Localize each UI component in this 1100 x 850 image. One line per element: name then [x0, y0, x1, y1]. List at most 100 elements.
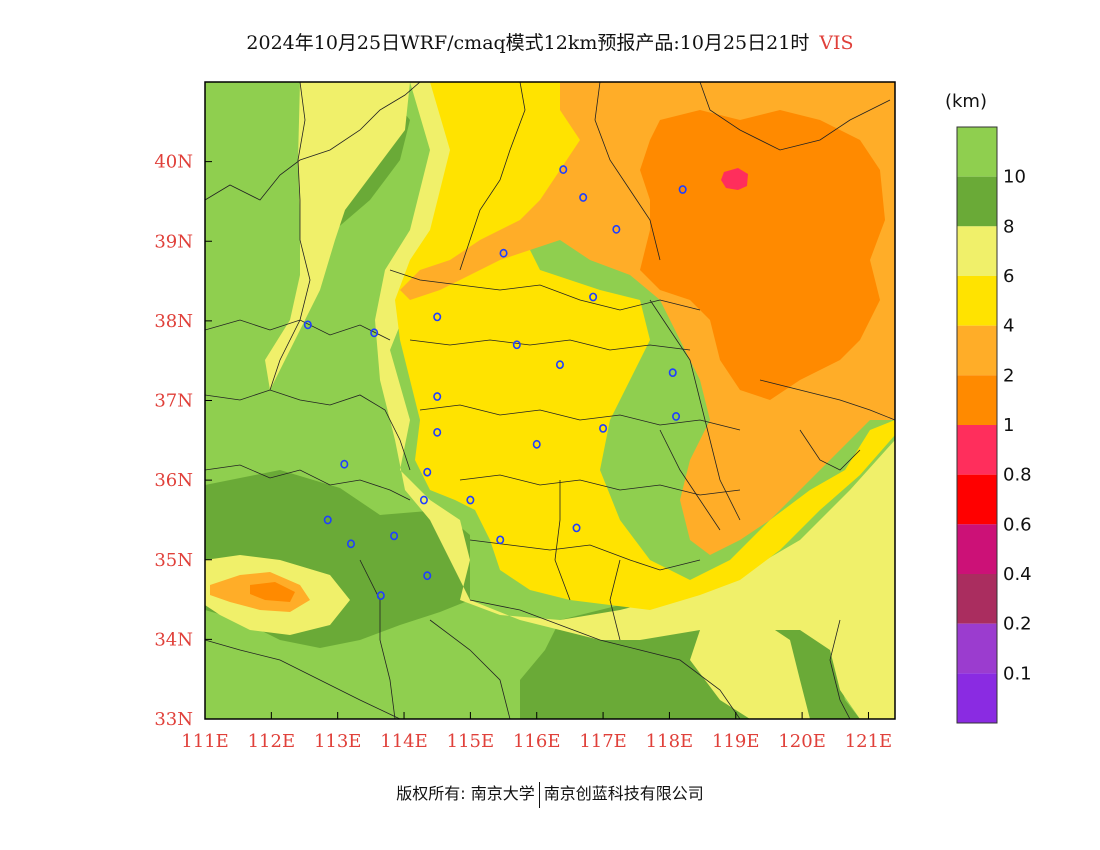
visibility-band-0-8-1 [721, 168, 748, 190]
colorbar-band [957, 425, 997, 475]
boundary-line [269, 82, 311, 391]
station-marker [555, 360, 564, 370]
station-marker [599, 423, 608, 433]
y-tick-label: 34N [154, 629, 193, 650]
station-marker [340, 459, 349, 469]
x-tick-label: 114E [380, 731, 428, 752]
boundary-line [459, 474, 741, 496]
x-tick-label: 112E [248, 731, 296, 752]
y-tick-label: 35N [154, 550, 193, 571]
x-tick-label: 121E [845, 731, 893, 752]
axis-ticks [204, 161, 869, 720]
station-marker [512, 340, 521, 350]
y-tick-label: 37N [154, 391, 193, 412]
station-marker [678, 185, 687, 194]
boundary-line [759, 379, 895, 421]
boundary-line [429, 619, 511, 719]
map-title-main: 2024年10月25日WRF/cmaq模式12km预报产品:10月25日21时 [246, 32, 810, 54]
station-marker [423, 467, 432, 477]
boundary-line [205, 464, 411, 501]
station-marker [668, 368, 677, 378]
admin-boundaries [205, 82, 895, 719]
x-tick-label: 113E [314, 731, 362, 752]
colorbar-level-label: 0.4 [1003, 564, 1032, 585]
station-marker [433, 427, 442, 437]
station-marker [419, 495, 428, 505]
station-marker [612, 224, 621, 234]
y-tick-label: 36N [154, 470, 193, 491]
colorbar-band [957, 375, 997, 425]
x-tick-label: 116E [513, 731, 561, 752]
visibility-band-8-10 [205, 82, 860, 719]
boundary-line [459, 82, 526, 271]
colorbar-level-label: 1 [1003, 415, 1014, 436]
monitoring-stations [303, 165, 687, 600]
station-marker [579, 193, 588, 202]
boundary-line [799, 429, 861, 471]
company-name: 南京创蓝科技有限公司 [543, 784, 704, 803]
station-marker [496, 535, 505, 545]
colorbar: (km) 10 8 6 4 2 1 0.8 0.6 0.4 0.2 0.1 [945, 91, 1032, 724]
colorbar-band [957, 574, 997, 624]
station-marker [466, 495, 475, 505]
station-marker [346, 539, 355, 549]
station-marker [589, 292, 598, 302]
variable-name: VIS [819, 32, 854, 54]
boundary-line [469, 599, 741, 719]
x-tick-label: 120E [778, 731, 826, 752]
boundary-line [649, 299, 741, 521]
y-axis-labels: 33N 34N 35N 36N 37N 38N 39N 40N [154, 152, 193, 730]
colorbar-level-label: 0.2 [1003, 614, 1032, 635]
station-marker [559, 165, 568, 174]
colorbar-level-label: 0.8 [1003, 465, 1032, 486]
colorbar-band [957, 673, 997, 723]
station-marker [390, 531, 399, 541]
x-tick-label: 118E [646, 731, 694, 752]
x-axis-labels: 111E 112E 113E 114E 115E 116E 117E 118E 119E 120E… [181, 731, 892, 752]
colorbar-level-label: 2 [1003, 365, 1014, 386]
station-marker [303, 320, 312, 330]
colorbar-band [957, 623, 997, 674]
colorbar-band [957, 325, 997, 376]
colorbar-level-label: 6 [1003, 266, 1014, 287]
colorbar-level-label: 4 [1003, 316, 1014, 337]
colorbar-band [957, 474, 997, 525]
station-marker [433, 392, 442, 401]
colorbar-level-label: 0.1 [1003, 663, 1032, 684]
boundary-line [409, 339, 691, 351]
boundary-line [205, 82, 421, 201]
y-tick-label: 38N [154, 311, 193, 332]
copyright-text: 版权所有: 南京大学 [396, 784, 535, 803]
station-marker [376, 591, 385, 600]
station-marker [572, 523, 581, 533]
footer-separator [538, 781, 540, 808]
footer: 版权所有: 南京大学 南京创蓝科技有限公司 [0, 780, 1100, 808]
boundary-line [359, 559, 396, 719]
colorbar-band [957, 276, 997, 326]
boundary-line [659, 429, 721, 531]
station-marker [433, 312, 442, 322]
y-tick-label: 39N [154, 231, 193, 252]
station-marker [323, 515, 332, 525]
colorbar-level-label: 0.6 [1003, 514, 1032, 535]
colorbar-level-label: 10 [1003, 167, 1026, 188]
boundary-line [389, 269, 701, 311]
boundary-line [469, 539, 701, 571]
boundary-line [205, 639, 401, 719]
station-marker [499, 248, 508, 258]
x-tick-label: 117E [579, 731, 627, 752]
station-marker [423, 571, 432, 581]
boundary-line [205, 389, 411, 471]
map-title: 2024年10月25日WRF/cmaq模式12km预报产品:10月25日21时 V… [0, 28, 1100, 55]
visibility-band-1-2 [250, 110, 885, 602]
x-tick-label: 115E [447, 731, 495, 752]
boundary-line [699, 82, 891, 151]
y-tick-label: 40N [154, 152, 193, 173]
colorbar-unit: (km) [945, 91, 987, 112]
boundary-line [554, 480, 571, 601]
station-marker [672, 412, 681, 421]
x-tick-label: 119E [712, 731, 760, 752]
colorbar-band [957, 226, 997, 276]
boundary-line [609, 559, 621, 641]
